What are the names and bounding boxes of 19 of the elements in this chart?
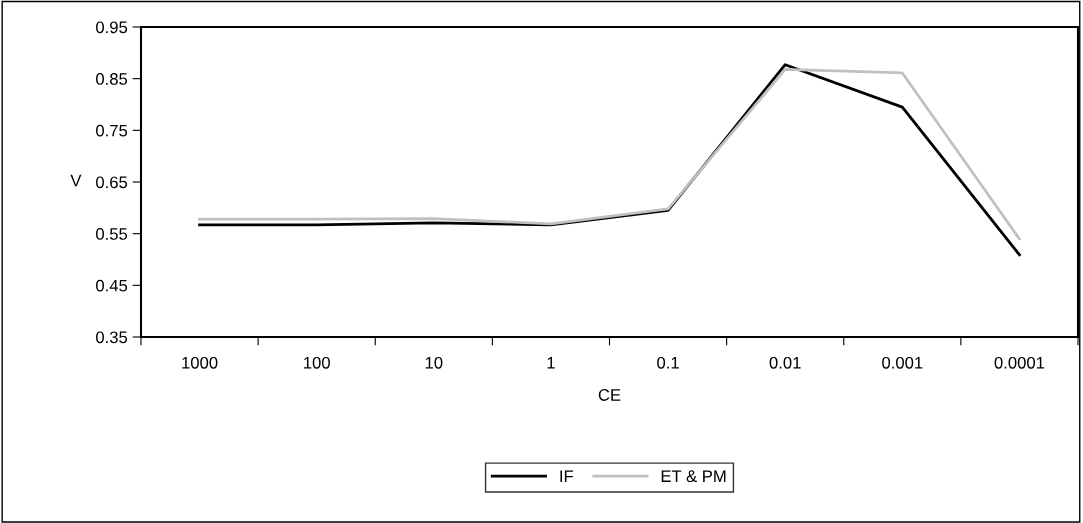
x-axis-title: CE xyxy=(598,389,621,401)
x-tick-label: 0.0001 xyxy=(994,356,1045,369)
x-tick-label: 0.01 xyxy=(769,356,801,369)
x-tick-label: 0.1 xyxy=(657,356,679,369)
x-tick-label: 100 xyxy=(304,356,330,369)
legend-label: IF xyxy=(560,470,574,482)
y-tick-label: 0.65 xyxy=(96,176,128,189)
y-tick-label: 0.95 xyxy=(96,21,128,34)
y-axis-title: V xyxy=(70,174,82,187)
x-tick-label: 1 xyxy=(547,357,555,369)
x-tick-label: 0.001 xyxy=(882,356,923,369)
x-tick-label: 1000 xyxy=(182,356,218,369)
x-tick-label: 10 xyxy=(425,356,443,369)
y-tick-label: 0.35 xyxy=(96,331,128,344)
y-tick-label: 0.85 xyxy=(96,73,128,85)
y-tick-label: 0.55 xyxy=(96,228,128,240)
legend-label: ET & PM xyxy=(661,470,726,483)
y-tick-label: 0.75 xyxy=(96,124,128,137)
y-tick-label: 0.45 xyxy=(96,279,128,292)
